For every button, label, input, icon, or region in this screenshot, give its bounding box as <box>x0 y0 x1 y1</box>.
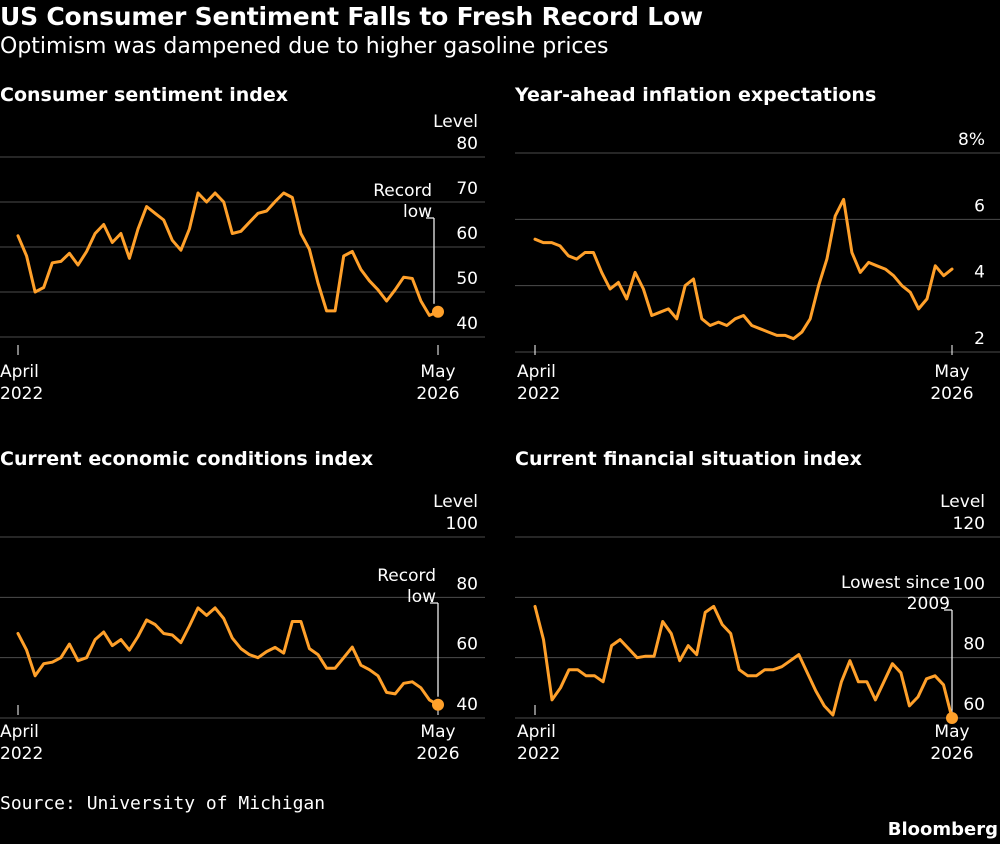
annotation-text: Record <box>377 566 436 586</box>
series-line <box>533 604 954 720</box>
y-tick-label: 120 <box>953 514 985 534</box>
annotation-text: 2009 <box>907 594 950 614</box>
annotation-text: Lowest since <box>841 573 950 593</box>
x-tick-label: April <box>0 722 39 742</box>
y-tick-label: 50 <box>456 269 478 289</box>
x-tick-label: May <box>934 362 969 382</box>
panel-title: Consumer sentiment index <box>0 84 288 106</box>
y-tick-label: 100 <box>953 574 985 594</box>
y-tick-label: 60 <box>963 695 985 715</box>
y-tick-label: 4 <box>974 263 985 283</box>
unit-label: Level <box>433 112 478 132</box>
y-tick-label: 8% <box>958 130 985 150</box>
x-tick-label: May <box>934 722 969 742</box>
y-tick-label: 40 <box>456 695 478 715</box>
x-tick-label: 2026 <box>930 384 973 404</box>
y-tick-label: 60 <box>456 224 478 244</box>
x-tick-label: April <box>0 362 39 382</box>
x-tick-label: April <box>517 362 556 382</box>
brand-logo: Bloomberg <box>887 819 998 840</box>
x-tick-label: 2026 <box>416 384 459 404</box>
x-tick-label: April <box>517 722 556 742</box>
series-line <box>16 191 440 317</box>
unit-label: Level <box>433 492 478 512</box>
series-line <box>16 606 440 707</box>
panel-title: Current economic conditions index <box>0 448 373 470</box>
x-tick-label: 2022 <box>0 744 43 764</box>
y-tick-label: 2 <box>974 329 985 349</box>
annotation-text: low <box>407 587 436 607</box>
annotation-text: low <box>403 202 432 222</box>
page-subtitle: Optimism was dampened due to higher gaso… <box>0 34 609 59</box>
annotation-text: Record <box>373 181 432 201</box>
x-tick-label: 2026 <box>930 744 973 764</box>
x-tick-label: May <box>420 362 455 382</box>
last-point-marker <box>432 305 444 318</box>
y-tick-label: 100 <box>446 514 478 534</box>
panel-title: Current financial situation index <box>515 448 862 470</box>
page-title: US Consumer Sentiment Falls to Fresh Rec… <box>0 2 703 31</box>
y-tick-label: 80 <box>963 635 985 655</box>
last-point-marker <box>432 698 444 711</box>
source-note: Source: University of Michigan <box>0 793 326 814</box>
y-tick-label: 70 <box>456 179 478 199</box>
x-tick-label: 2022 <box>0 384 43 404</box>
unit-label: Level <box>940 492 985 512</box>
panel-1: Consumer sentiment index 80 70 60 50 40 Level A… <box>0 84 485 404</box>
y-tick-label: 80 <box>456 574 478 594</box>
panel-4: Current financial situation index 120 100 8… <box>515 448 1000 764</box>
series-line <box>533 197 954 341</box>
y-tick-label: 6 <box>974 196 985 216</box>
y-tick-label: 80 <box>456 134 478 154</box>
panel-title: Year-ahead inflation expectations <box>514 84 876 106</box>
panel-3: Current economic conditions index 100 80 60… <box>0 448 485 764</box>
x-tick-label: 2022 <box>517 744 560 764</box>
y-tick-label: 60 <box>456 635 478 655</box>
last-point-marker <box>946 712 958 724</box>
x-tick-label: May <box>420 722 455 742</box>
panel-2: Year-ahead inflation expectations 8% 6 4 2 Ap… <box>514 84 1000 404</box>
x-tick-label: 2022 <box>517 384 560 404</box>
y-tick-label: 40 <box>456 314 478 334</box>
x-tick-label: 2026 <box>416 744 459 764</box>
